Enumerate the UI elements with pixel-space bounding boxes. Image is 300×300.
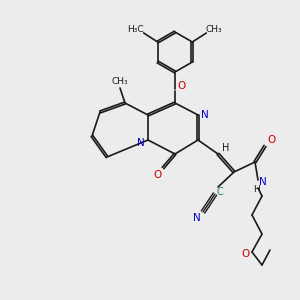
Text: O: O xyxy=(153,170,161,180)
Text: N: N xyxy=(137,138,145,148)
Text: H₃C: H₃C xyxy=(128,26,144,34)
Text: O: O xyxy=(267,135,275,145)
Text: N: N xyxy=(201,110,209,120)
Text: N: N xyxy=(259,177,267,187)
Text: C: C xyxy=(217,187,224,197)
Text: N: N xyxy=(193,213,201,223)
Text: CH₃: CH₃ xyxy=(112,76,128,85)
Text: H: H xyxy=(253,185,260,194)
Text: O: O xyxy=(242,249,250,259)
Text: O: O xyxy=(177,81,185,91)
Text: CH₃: CH₃ xyxy=(205,26,222,34)
Text: H: H xyxy=(222,143,230,153)
